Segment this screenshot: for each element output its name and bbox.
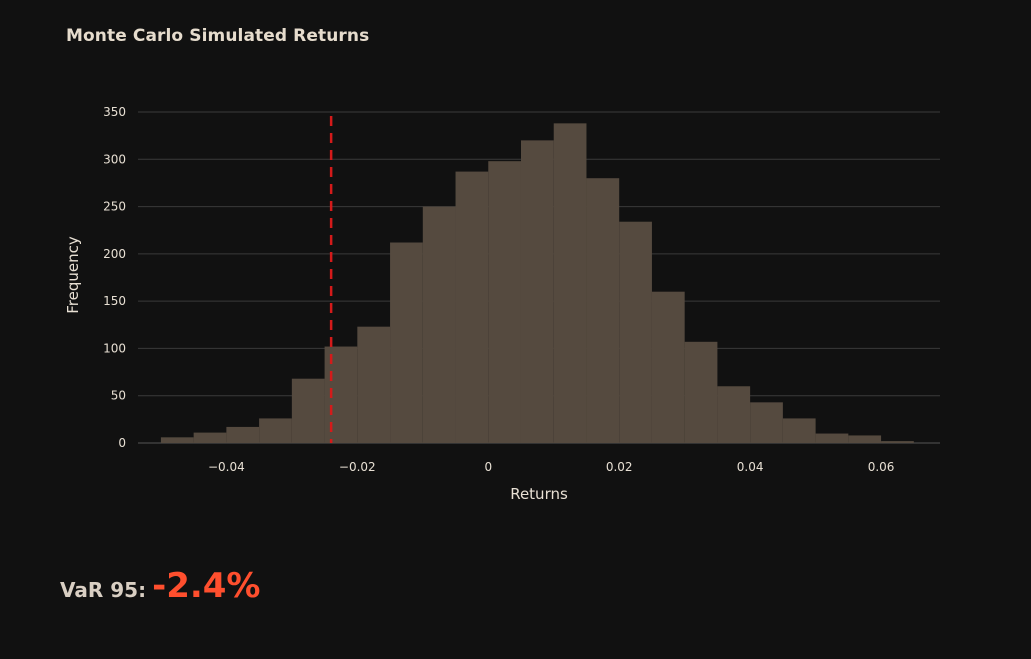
- histogram-bar: [520, 140, 554, 443]
- y-tick-label: 350: [103, 105, 126, 119]
- histogram-bar: [619, 221, 652, 443]
- histogram-bar: [291, 378, 325, 443]
- x-tick-label: 0: [484, 460, 492, 474]
- bar-layer: [160, 123, 914, 444]
- x-tick-label: 0.02: [606, 460, 633, 474]
- var-metric: VaR 95: -2.4%: [60, 566, 261, 606]
- axis-layer: 0 50 100 150 200 250 300 350 −0.04 −0.02 0 0.02 0.04…: [103, 105, 894, 474]
- histogram-bar: [815, 433, 849, 443]
- histogram-bar: [259, 418, 292, 443]
- histogram-bar: [160, 437, 194, 443]
- y-tick-label: 50: [111, 389, 126, 403]
- histogram-chart: 0 50 100 150 200 250 300 350 −0.04 −0.02 0 0.02 0.04…: [64, 105, 940, 503]
- histogram-bar: [848, 435, 882, 443]
- x-tick-label: 0.06: [868, 460, 895, 474]
- y-tick-label: 200: [103, 247, 126, 261]
- histogram-bar: [553, 123, 587, 443]
- histogram-bar: [193, 432, 227, 443]
- x-tick-label: −0.04: [208, 460, 245, 474]
- histogram-bar: [750, 402, 783, 443]
- histogram-bar: [717, 386, 751, 443]
- histogram-bar: [226, 426, 260, 443]
- histogram-bar: [881, 441, 914, 443]
- var-label: VaR 95:: [60, 578, 147, 602]
- x-tick-label: −0.02: [339, 460, 376, 474]
- y-tick-label: 100: [103, 341, 126, 355]
- histogram-bar: [782, 418, 816, 443]
- chart-title: Monte Carlo Simulated Returns: [66, 26, 370, 46]
- y-tick-label: 0: [118, 436, 126, 450]
- x-axis-title: Returns: [510, 485, 568, 503]
- histogram-bar: [586, 178, 620, 443]
- histogram-bar: [390, 242, 423, 443]
- histogram-bar: [651, 291, 685, 443]
- histogram-bar: [357, 326, 391, 443]
- histogram-bar: [324, 346, 358, 443]
- histogram-bar: [488, 161, 521, 444]
- y-tick-label: 250: [103, 200, 126, 214]
- y-tick-label: 150: [103, 294, 126, 308]
- histogram-bar: [455, 171, 489, 443]
- var-value: -2.4%: [152, 566, 261, 606]
- histogram-bar: [422, 206, 456, 443]
- y-axis-title: Frequency: [64, 236, 82, 314]
- histogram-bar: [684, 341, 718, 443]
- y-tick-label: 300: [103, 152, 126, 166]
- x-tick-label: 0.04: [737, 460, 764, 474]
